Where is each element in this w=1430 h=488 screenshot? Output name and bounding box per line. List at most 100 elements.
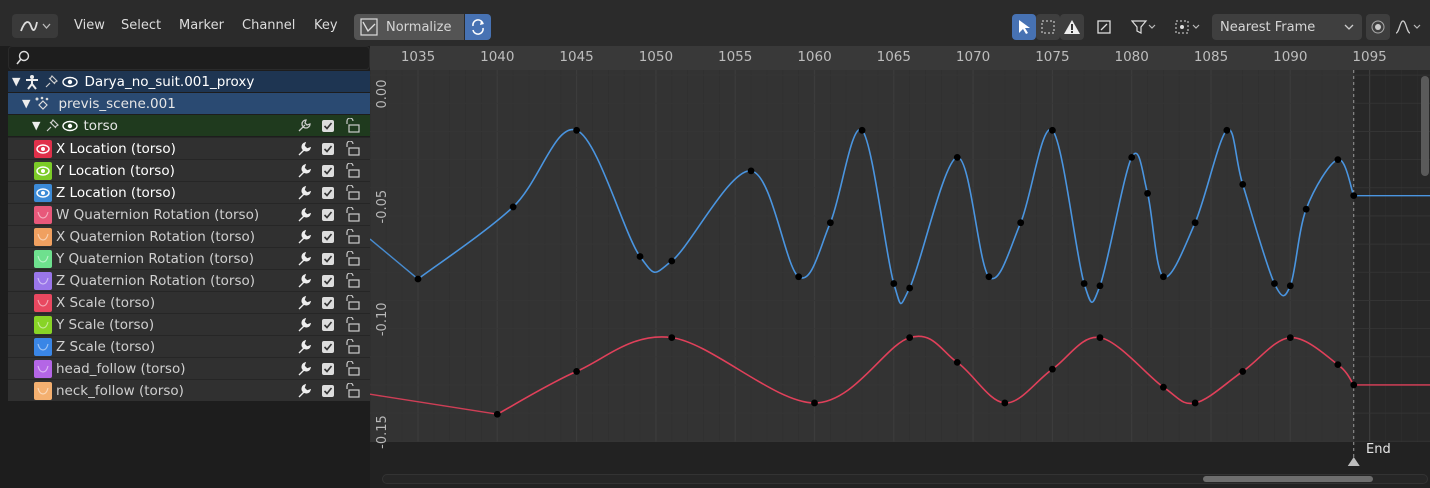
checkbox-icon[interactable] [321,318,335,332]
checkbox-icon[interactable] [321,186,335,200]
unlock-icon[interactable] [344,117,360,134]
fcurve-channel-row[interactable]: W Quaternion Rotation (torso) [8,203,370,225]
wrench-icon[interactable] [296,317,312,333]
warning-button[interactable] [1060,14,1084,40]
action-channel-row[interactable]: ▼ previs_scene.001 [8,93,370,114]
keyframe-point[interactable] [953,359,961,366]
keyframe-point[interactable] [1144,190,1151,197]
channel-color-swatch[interactable] [34,249,52,268]
fcurve-channel-row[interactable]: Z Location (torso) [8,181,370,203]
keyframe-point[interactable] [509,203,517,211]
view-selected-button[interactable] [1092,14,1116,40]
keyframe-point[interactable] [1286,282,1294,290]
unlock-icon[interactable] [344,294,360,311]
wrench-icon[interactable] [296,118,312,134]
eye-icon[interactable] [62,74,79,90]
wrench-icon[interactable] [296,251,312,267]
keyframe-point[interactable] [1302,205,1310,213]
keyframe-point[interactable] [826,219,834,227]
select-tool-button[interactable] [1012,14,1036,40]
keyframe-point[interactable] [1334,156,1342,163]
fcurve-channel-row[interactable]: X Quaternion Rotation (torso) [8,225,370,247]
channel-color-swatch[interactable] [34,337,52,356]
fcurve-channel-row[interactable]: neck_follow (torso) [8,379,370,401]
keyframe-point[interactable] [906,284,914,292]
keyframe-point[interactable] [747,167,755,175]
checkbox-icon[interactable] [321,164,335,178]
channel-color-swatch[interactable] [34,161,52,180]
unlock-icon[interactable] [344,184,360,201]
fcurve-channel-row[interactable]: Y Scale (torso) [8,313,370,335]
keyframe-point[interactable] [890,280,898,287]
keyframe-point[interactable] [668,257,676,265]
keyframe-point[interactable] [1096,334,1104,342]
channel-color-swatch[interactable] [34,293,52,312]
eye-icon[interactable] [36,164,50,178]
horizontal-scroll-thumb[interactable] [1203,476,1373,482]
checkbox-icon[interactable] [321,296,335,310]
menu-marker[interactable]: Marker [179,18,224,33]
normalize-toggle[interactable]: Normalize [354,14,464,40]
keyframe-point[interactable] [953,153,961,161]
keyframe-point[interactable] [1350,381,1358,389]
fcurve-line[interactable] [496,335,1355,415]
keyframe-point[interactable] [1096,282,1104,290]
keyframe-point[interactable] [1160,383,1167,391]
eye-icon[interactable] [62,118,79,134]
keyframe-point[interactable] [573,368,580,375]
falloff-dropdown[interactable] [1392,14,1426,40]
expand-triangle-icon[interactable]: ▼ [32,119,41,132]
group-channel-row[interactable]: ▼ torso [8,115,370,136]
snap-mode-dropdown[interactable]: Nearest Frame [1212,14,1362,40]
keyframe-point[interactable] [668,334,676,342]
channel-color-swatch[interactable] [34,205,52,224]
fcurve-channel-row[interactable]: Y Location (torso) [8,159,370,181]
wrench-icon[interactable] [296,273,312,289]
keyframe-point[interactable] [1128,153,1136,161]
keyframe-point[interactable] [1334,361,1342,369]
checkbox-icon[interactable] [321,142,335,156]
fcurve-line[interactable] [417,128,1355,305]
frame-ruler[interactable]: 1035 1040 1045 1050 1055 1060 1065 1070 1075 1080… [370,46,1430,70]
unlock-icon[interactable] [344,316,360,333]
channel-color-swatch[interactable] [34,183,52,202]
keyframe-point[interactable] [1160,273,1167,281]
proportional-edit-button[interactable] [1366,14,1390,40]
channel-color-swatch[interactable] [34,381,52,400]
vertical-scrollbar[interactable] [1421,76,1429,176]
wrench-icon[interactable] [296,229,312,245]
checkbox-icon[interactable] [321,119,335,133]
wrench-icon[interactable] [296,207,312,223]
channel-color-swatch[interactable] [34,139,52,158]
horizontal-scrollbar[interactable] [382,474,1428,484]
unlock-icon[interactable] [344,272,360,289]
pin-icon[interactable] [43,74,59,90]
channel-search-input[interactable] [35,49,359,69]
unlock-icon[interactable] [344,360,360,377]
unlock-icon[interactable] [344,338,360,355]
unlock-icon[interactable] [344,162,360,179]
checkbox-icon[interactable] [321,208,335,222]
keyframe-point[interactable] [906,334,914,342]
checkbox-icon[interactable] [321,340,335,354]
keyframe-point[interactable] [1017,219,1025,227]
auto-normalize-button[interactable] [465,14,491,40]
keyframe-point[interactable] [1223,126,1231,134]
expand-triangle-icon[interactable]: ▼ [22,97,31,110]
unlock-icon[interactable] [344,250,360,267]
keyframe-point[interactable] [493,410,501,418]
keyframe-point[interactable] [1239,368,1247,375]
keyframe-point[interactable] [811,399,818,407]
menu-key[interactable]: Key [314,18,338,33]
unlock-icon[interactable] [344,206,360,223]
checkbox-icon[interactable] [321,362,335,376]
wrench-icon[interactable] [296,361,312,377]
channel-color-swatch[interactable] [34,315,52,334]
wrench-icon[interactable] [296,383,312,399]
wrench-icon[interactable] [296,163,312,179]
unlock-icon[interactable] [344,140,360,157]
channel-search-field[interactable] [8,46,370,70]
menu-channel[interactable]: Channel [242,18,296,33]
keyframe-point[interactable] [1049,126,1056,134]
end-marker-triangle-icon[interactable] [1347,457,1360,466]
